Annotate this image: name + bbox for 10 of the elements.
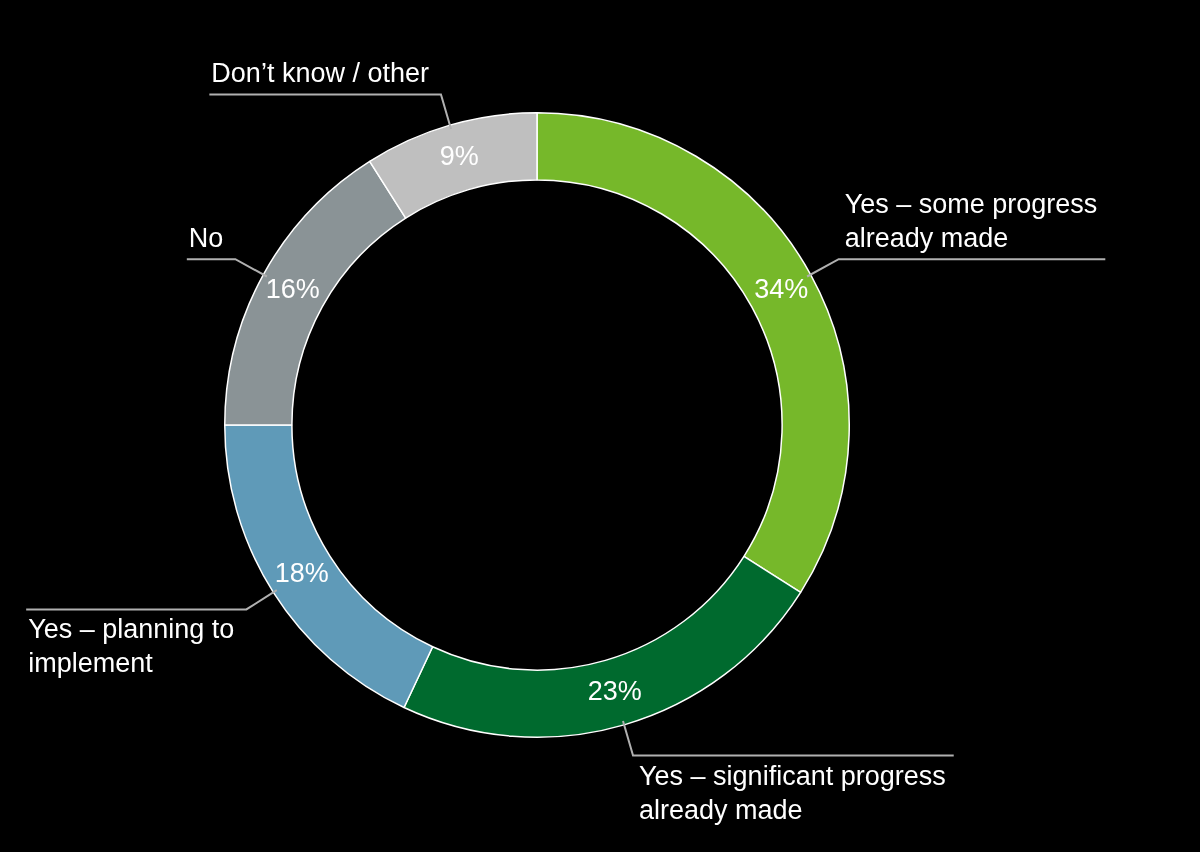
slice-label: Yes – significant progress already made <box>639 760 946 825</box>
data-label: 18% <box>274 557 329 588</box>
slice-label: Yes – planning to implement <box>28 614 235 679</box>
data-label: 16% <box>265 274 320 305</box>
data-label: 34% <box>754 274 809 305</box>
slice-label: No <box>188 223 224 254</box>
data-label: 23% <box>587 676 642 707</box>
data-label: 9% <box>439 140 479 171</box>
slice-label: Don’t know / other <box>211 58 429 89</box>
slice-label: Yes – some progress already made <box>844 189 1098 254</box>
